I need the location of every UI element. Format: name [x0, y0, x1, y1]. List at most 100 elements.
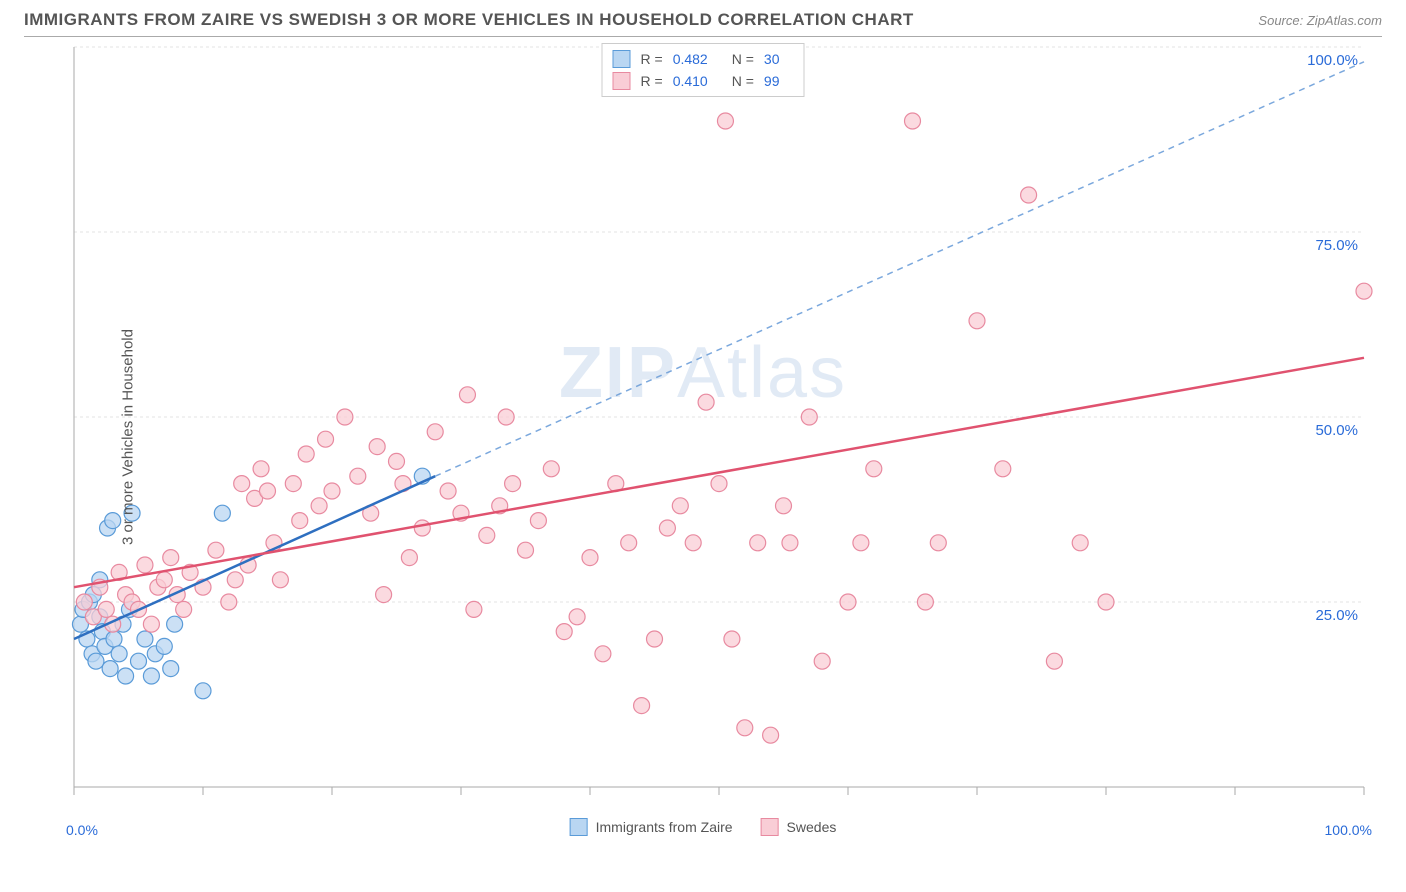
- data-point: [369, 439, 385, 455]
- data-point: [285, 476, 301, 492]
- chart-container: 3 or more Vehicles in Household ZIPAtlas…: [24, 36, 1382, 836]
- scatter-chart: 25.0%50.0%75.0%100.0%: [24, 37, 1382, 837]
- data-point: [621, 535, 637, 551]
- data-point: [292, 513, 308, 529]
- n-label: N =: [732, 73, 754, 89]
- data-point: [853, 535, 869, 551]
- source-name: ZipAtlas.com: [1307, 13, 1382, 28]
- legend-swatch: [613, 50, 631, 68]
- legend-row: R =0.410N =99: [613, 70, 794, 92]
- data-point: [1098, 594, 1114, 610]
- legend-item: Immigrants from Zaire: [570, 818, 733, 836]
- data-point: [414, 520, 430, 536]
- data-point: [866, 461, 882, 477]
- data-point: [1021, 187, 1037, 203]
- r-label: R =: [641, 73, 663, 89]
- data-point: [143, 616, 159, 632]
- data-point: [143, 668, 159, 684]
- data-point: [260, 483, 276, 499]
- data-point: [685, 535, 701, 551]
- x-axis-max-label: 100.0%: [1325, 822, 1372, 838]
- r-label: R =: [641, 51, 663, 67]
- data-point: [969, 313, 985, 329]
- r-value: 0.410: [673, 73, 708, 89]
- y-tick-label: 25.0%: [1315, 607, 1358, 624]
- data-point: [582, 550, 598, 566]
- data-point: [634, 698, 650, 714]
- y-axis-label: 3 or more Vehicles in Household: [119, 329, 136, 545]
- data-point: [176, 601, 192, 617]
- data-point: [131, 653, 147, 669]
- data-point: [917, 594, 933, 610]
- x-axis-min-label: 0.0%: [66, 822, 98, 838]
- data-point: [337, 409, 353, 425]
- data-point: [782, 535, 798, 551]
- data-point: [298, 446, 314, 462]
- data-point: [498, 409, 514, 425]
- data-point: [167, 616, 183, 632]
- data-point: [1072, 535, 1088, 551]
- series-legend: Immigrants from Zaire Swedes: [570, 818, 837, 836]
- legend-item: Swedes: [761, 818, 837, 836]
- data-point: [98, 601, 114, 617]
- data-point: [401, 550, 417, 566]
- data-point: [324, 483, 340, 499]
- data-point: [672, 498, 688, 514]
- data-point: [76, 594, 92, 610]
- data-point: [556, 624, 572, 640]
- data-point: [518, 542, 534, 558]
- data-point: [530, 513, 546, 529]
- legend-swatch: [570, 818, 588, 836]
- data-point: [376, 587, 392, 603]
- data-point: [105, 513, 121, 529]
- data-point: [737, 720, 753, 736]
- data-point: [389, 453, 405, 469]
- data-point: [208, 542, 224, 558]
- data-point: [750, 535, 766, 551]
- r-value: 0.482: [673, 51, 708, 67]
- data-point: [440, 483, 456, 499]
- data-point: [698, 394, 714, 410]
- n-label: N =: [732, 51, 754, 67]
- data-point: [106, 631, 122, 647]
- y-tick-label: 50.0%: [1315, 422, 1358, 439]
- data-point: [156, 638, 172, 654]
- data-point: [227, 572, 243, 588]
- legend-swatch: [613, 72, 631, 90]
- data-point: [111, 646, 127, 662]
- data-point: [214, 505, 230, 521]
- data-point: [763, 727, 779, 743]
- y-tick-label: 100.0%: [1307, 52, 1358, 69]
- legend-label: Immigrants from Zaire: [596, 819, 733, 835]
- data-point: [801, 409, 817, 425]
- data-point: [163, 550, 179, 566]
- data-point: [717, 113, 733, 129]
- data-point: [505, 476, 521, 492]
- legend-swatch: [761, 818, 779, 836]
- data-point: [350, 468, 366, 484]
- data-point: [776, 498, 792, 514]
- legend-row: R = 0.482 N = 30: [613, 48, 794, 70]
- legend-label: Swedes: [787, 819, 837, 835]
- data-point: [840, 594, 856, 610]
- data-point: [137, 631, 153, 647]
- data-point: [459, 387, 475, 403]
- data-point: [1046, 653, 1062, 669]
- data-point: [163, 661, 179, 677]
- data-point: [195, 683, 211, 699]
- trend-line-extrapolated: [435, 62, 1364, 476]
- data-point: [569, 609, 585, 625]
- data-point: [311, 498, 327, 514]
- data-point: [930, 535, 946, 551]
- data-point: [711, 476, 727, 492]
- data-point: [814, 653, 830, 669]
- data-point: [659, 520, 675, 536]
- data-point: [118, 668, 134, 684]
- data-point: [272, 572, 288, 588]
- data-point: [466, 601, 482, 617]
- data-point: [427, 424, 443, 440]
- source-label: Source:: [1258, 13, 1303, 28]
- data-point: [234, 476, 250, 492]
- data-point: [995, 461, 1011, 477]
- n-value: 30: [764, 51, 780, 67]
